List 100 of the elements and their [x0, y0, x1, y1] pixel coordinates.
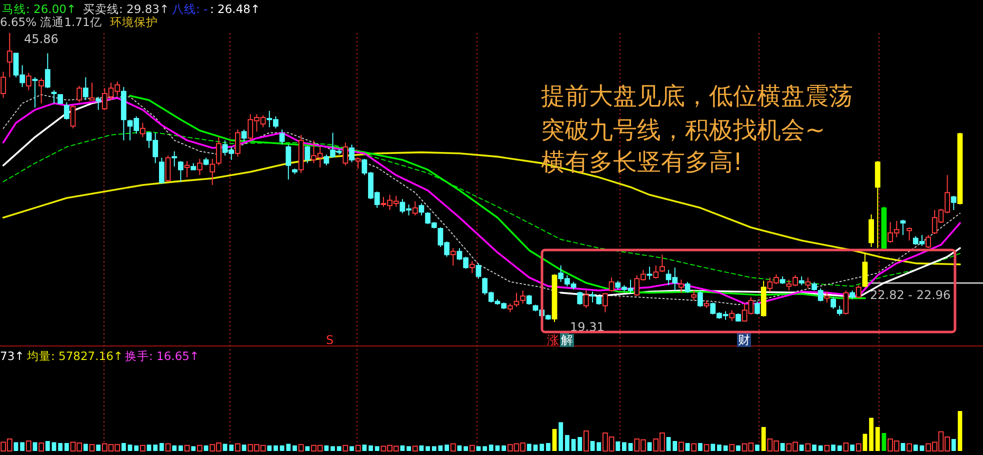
bar: [616, 441, 620, 451]
bar: [502, 445, 506, 451]
bar: [469, 444, 475, 452]
candlestick: [178, 160, 184, 182]
bar: [831, 444, 836, 451]
bar: [622, 442, 626, 451]
bar: [355, 444, 361, 452]
candlestick: [583, 290, 589, 308]
bar: [698, 443, 702, 451]
bar: [165, 443, 171, 452]
text: 换手: 16.65↑: [125, 349, 200, 363]
bar: [862, 434, 868, 451]
bar: [184, 444, 190, 452]
bar: [678, 442, 684, 452]
bar: [755, 444, 760, 451]
bar: [128, 444, 132, 451]
text: S: [326, 333, 334, 347]
bar: [96, 444, 101, 451]
annotation: 突破九号线，积极找机会~: [541, 116, 826, 144]
candlestick: [172, 150, 178, 167]
candlestick: [286, 144, 292, 180]
candlestick: [476, 262, 482, 280]
bar: [526, 444, 532, 451]
candlestick: [76, 85, 82, 103]
candlestick: [520, 290, 526, 304]
text: : 26.48↑: [210, 2, 260, 16]
candlestick: [805, 276, 811, 289]
bar: [875, 427, 880, 451]
candlestick: [653, 265, 659, 280]
bar: [172, 445, 177, 451]
bar: [476, 446, 481, 451]
candlestick: [279, 128, 285, 146]
text: 财: [738, 333, 750, 347]
bar: [298, 444, 304, 452]
bar: [146, 444, 152, 451]
candlestick: [298, 134, 304, 174]
candlestick: [38, 78, 44, 104]
bar: [83, 444, 88, 451]
text: 6.65% 流通1.71亿: [0, 15, 102, 29]
text: 均量: 57827.16↑: [26, 349, 124, 363]
bar: [26, 440, 32, 452]
bar: [951, 439, 956, 451]
bar: [350, 446, 354, 451]
bar: [159, 443, 164, 451]
bar: [274, 445, 278, 451]
candlestick: [957, 132, 963, 206]
text: 环境保护: [110, 15, 158, 29]
bar: [368, 445, 373, 451]
bar: [242, 444, 246, 451]
bar: [32, 442, 38, 451]
bar: [134, 445, 139, 451]
candlestick: [140, 122, 146, 138]
candlestick: [830, 296, 836, 310]
candlestick: [26, 72, 32, 91]
bar: [342, 444, 348, 452]
bar: [710, 444, 716, 451]
bar: [691, 443, 697, 452]
candlestick: [64, 102, 70, 120]
bar: [20, 442, 25, 451]
bar: [564, 435, 570, 451]
bar: [647, 442, 652, 451]
bar: [267, 445, 272, 451]
band-label: 22.82 - 22.96: [870, 288, 951, 302]
bar: [869, 418, 874, 451]
candlestick: [900, 219, 906, 236]
bar: [856, 443, 862, 452]
candlestick: [856, 284, 862, 299]
candlestick: [698, 290, 703, 308]
bar: [197, 444, 202, 452]
candlestick: [412, 200, 418, 216]
candlestick: [926, 234, 932, 249]
bar: [488, 444, 494, 451]
bar: [540, 444, 544, 451]
bar: [450, 443, 456, 452]
candlestick: [881, 206, 887, 251]
bar: [799, 444, 804, 451]
candlestick: [96, 96, 102, 110]
candlestick: [158, 157, 164, 184]
candlestick: [203, 157, 209, 166]
candlestick: [6, 32, 12, 78]
candlestick: [812, 281, 817, 292]
candlestick: [596, 295, 602, 306]
bar: [58, 443, 63, 451]
bar: [121, 443, 126, 451]
bar: [761, 427, 766, 451]
bar: [140, 444, 146, 452]
candlestick: [355, 157, 361, 170]
bar: [464, 446, 468, 451]
candlestick: [660, 254, 665, 273]
bar: [64, 443, 69, 451]
candlestick: [526, 294, 532, 306]
candlestick: [51, 90, 57, 104]
candlestick: [184, 160, 190, 178]
bar: [704, 444, 710, 452]
bar: [330, 446, 335, 451]
bar: [546, 443, 550, 451]
bar: [45, 441, 50, 451]
candlestick: [32, 76, 38, 108]
candlestick: [507, 303, 513, 313]
annotation: 提前大盘见底，低位横盘震荡: [541, 82, 853, 110]
